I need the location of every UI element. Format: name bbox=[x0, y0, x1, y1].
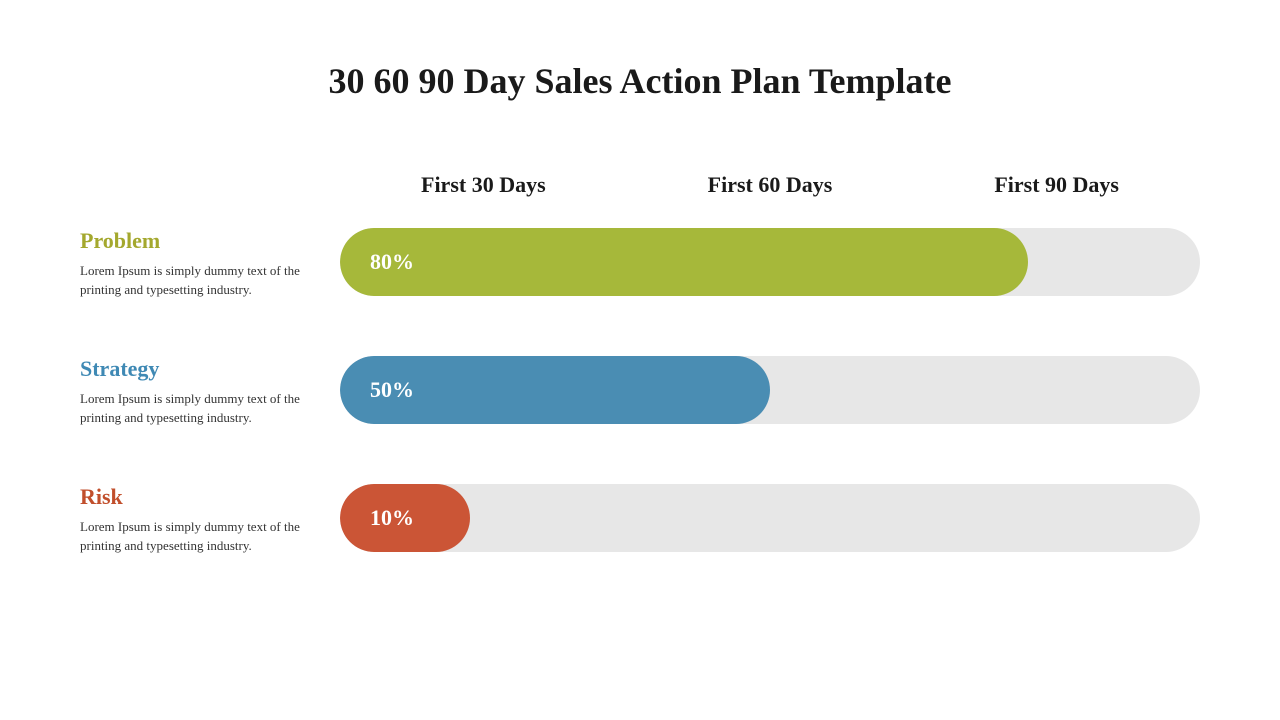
row-desc: Lorem Ipsum is simply dummy text of the … bbox=[80, 262, 310, 300]
column-headers: First 30 Days First 60 Days First 90 Day… bbox=[340, 172, 1200, 198]
row-desc: Lorem Ipsum is simply dummy text of the … bbox=[80, 518, 310, 556]
bar-track: 80% bbox=[340, 228, 1200, 296]
row-title: Strategy bbox=[80, 356, 310, 382]
bar-value: 80% bbox=[370, 249, 414, 275]
bar-fill-strategy: 50% bbox=[340, 356, 770, 424]
bar-cell-problem: 80% bbox=[340, 228, 1200, 296]
col-header-30: First 30 Days bbox=[340, 172, 627, 198]
row-label-problem: Problem Lorem Ipsum is simply dummy text… bbox=[80, 228, 320, 356]
row-label-strategy: Strategy Lorem Ipsum is simply dummy tex… bbox=[80, 356, 320, 484]
bar-cell-strategy: 50% bbox=[340, 356, 1200, 424]
col-header-90: First 90 Days bbox=[913, 172, 1200, 198]
row-title: Problem bbox=[80, 228, 310, 254]
col-header-60: First 60 Days bbox=[627, 172, 914, 198]
bar-fill-problem: 80% bbox=[340, 228, 1028, 296]
row-title: Risk bbox=[80, 484, 310, 510]
row-label-risk: Risk Lorem Ipsum is simply dummy text of… bbox=[80, 484, 320, 556]
bar-value: 10% bbox=[370, 505, 414, 531]
plan-grid: First 30 Days First 60 Days First 90 Day… bbox=[80, 172, 1200, 556]
page-title: 30 60 90 Day Sales Action Plan Template bbox=[80, 60, 1200, 102]
bar-cell-risk: 10% bbox=[340, 484, 1200, 556]
bar-fill-risk: 10% bbox=[340, 484, 470, 552]
bar-track: 50% bbox=[340, 356, 1200, 424]
bar-track: 10% bbox=[340, 484, 1200, 552]
bar-value: 50% bbox=[370, 377, 414, 403]
row-desc: Lorem Ipsum is simply dummy text of the … bbox=[80, 390, 310, 428]
